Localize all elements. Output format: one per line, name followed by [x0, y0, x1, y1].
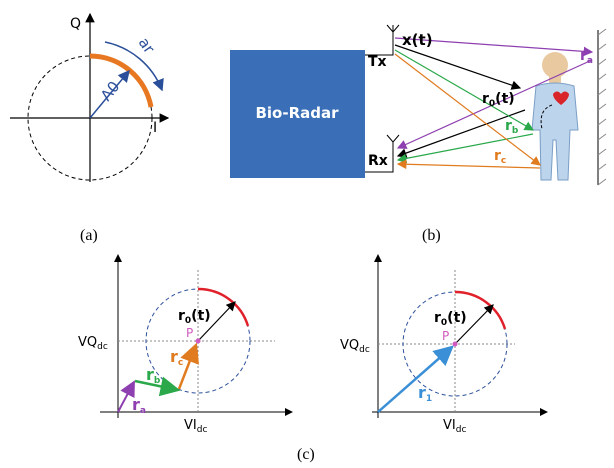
amplitude-vector [89, 69, 130, 119]
label-part: 0 [489, 99, 495, 109]
label-part: r [418, 383, 426, 402]
label-part: dc [359, 345, 370, 355]
label-part: r [178, 308, 185, 324]
label-part: r [434, 310, 441, 326]
vq-label: VQdc [78, 335, 108, 352]
radar-box [230, 50, 365, 178]
arc-label: ar [135, 34, 159, 58]
vq-label: VQdc [340, 338, 370, 355]
panel-a: Q I A0 ar (a) [10, 12, 170, 244]
caption: (c) [297, 446, 315, 463]
label-part: r [146, 365, 154, 384]
r0-label: r0(t) [482, 91, 515, 109]
label-part: r [580, 48, 587, 64]
rb-label: rb [146, 365, 161, 386]
label-part: r [170, 347, 178, 366]
label-part: 0 [185, 316, 191, 326]
label-part: r [132, 395, 140, 414]
rb-tx [394, 49, 535, 131]
panel-c-left: r0(t) P VQdc VIdc ra rb rc [78, 254, 293, 435]
ra-rx [396, 59, 593, 149]
ra-tx [394, 37, 594, 57]
rc-tx [394, 53, 541, 166]
label-part: a [140, 406, 146, 416]
label-part: (t) [447, 310, 467, 326]
rc-label: rc [170, 347, 183, 368]
panel-b: Bio-Radar Tx Rx x(t) r0(t) ra rb rc (b) [230, 24, 607, 244]
circle [27, 55, 153, 181]
rc-rx [396, 159, 541, 170]
rb-rx [396, 133, 534, 164]
ra-label: ra [132, 395, 146, 416]
person [531, 52, 579, 181]
radar-label: Bio-Radar [255, 104, 339, 122]
label-part: 1 [426, 394, 432, 404]
label-part: b [154, 376, 161, 386]
label-part: dc [197, 425, 208, 435]
r1-label: r1 [418, 383, 432, 404]
label-part: r [505, 118, 512, 134]
rx-antenna [386, 134, 400, 143]
arc-arrow [104, 41, 164, 92]
rb-label: rb [505, 118, 519, 136]
q-label: Q [70, 16, 81, 32]
label-part: VI [443, 418, 456, 433]
label-part: (t) [191, 308, 211, 324]
label-part: a [587, 56, 593, 66]
rc-label: rc [494, 148, 506, 166]
label-part: dc [456, 425, 467, 435]
r0-rx [396, 109, 526, 158]
tx-label: Tx [368, 54, 387, 70]
label-part: r [482, 91, 489, 107]
label-part: VQ [78, 335, 97, 350]
label-part: r [494, 148, 501, 164]
panel-c-right: r0(t) P VQdc VIdc r1 (c) [297, 254, 548, 463]
rx-label: Rx [368, 153, 388, 169]
ra-label: ra [580, 48, 593, 66]
label-part: 0 [441, 318, 447, 328]
signal-label: x(t) [402, 31, 433, 49]
point-label: P [186, 326, 193, 340]
rx-line [365, 142, 394, 173]
caption: (b) [422, 227, 441, 244]
tx-line [365, 32, 394, 56]
label-part: (t) [495, 91, 515, 107]
label-part: c [501, 156, 506, 166]
label-part: c [178, 358, 183, 368]
r0-label: r0(t) [434, 310, 467, 328]
label-part: VI [184, 418, 197, 433]
vi-label: VIdc [184, 418, 207, 435]
label-part: b [512, 126, 519, 136]
r0-tx [394, 44, 522, 90]
label-part: dc [97, 342, 108, 352]
point-label: P [442, 329, 449, 343]
label-part: VQ [340, 338, 359, 353]
vi-label: VIdc [443, 418, 466, 435]
i-label: I [153, 120, 157, 136]
r0-label: r0(t) [178, 308, 211, 326]
caption: (a) [80, 227, 98, 244]
